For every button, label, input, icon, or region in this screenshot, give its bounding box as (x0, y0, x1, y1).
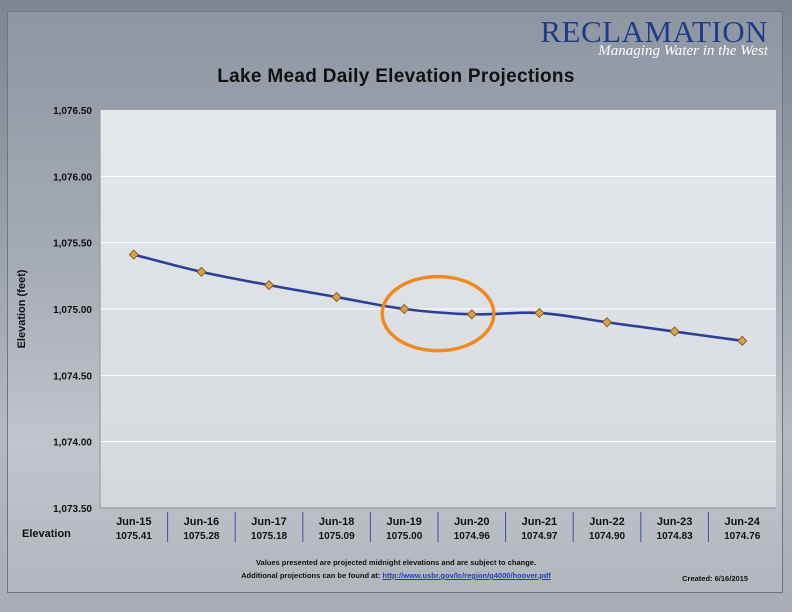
x-tick-label: Jun-15 (116, 516, 151, 528)
x-tick-label: Jun-18 (319, 516, 354, 528)
series-line (133, 253, 743, 343)
data-value-label: 1074.76 (724, 531, 761, 542)
brand-name: RECLAMATION (540, 14, 768, 49)
chart-title: Lake Mead Daily Elevation Projections (217, 66, 575, 87)
created-date: Created: 6/16/2015 (682, 574, 748, 583)
x-tick-label: Jun-16 (184, 516, 219, 528)
data-point-marker (263, 280, 275, 291)
y-tick-label: 1,073.50 (53, 504, 92, 515)
data-value-label: 1075.18 (251, 531, 288, 542)
x-tick-label: Jun-17 (251, 516, 286, 528)
y-tick-label: 1,075.00 (53, 305, 92, 316)
data-point-marker (534, 307, 545, 319)
highlight-ellipse (380, 274, 496, 353)
projections-link[interactable]: http://www.usbr.gov/lc/region/g4000/hoov… (382, 571, 551, 580)
brand-tagline: Managing Water in the West (598, 43, 768, 59)
x-tick-label: Jun-20 (454, 516, 489, 528)
data-point-marker (196, 266, 207, 277)
data-point-marker (601, 317, 613, 328)
x-tick-label: Jun-22 (589, 516, 624, 528)
data-value-label: 1075.41 (116, 531, 153, 542)
x-tick-label: Jun-24 (724, 516, 760, 528)
data-value-label: 1075.28 (183, 531, 220, 542)
footnote-values: Values presented are projected midnight … (255, 558, 537, 567)
reclamation-logo: RECLAMATION Managing Water in the West (540, 16, 768, 59)
elevation-row-label: Elevation (22, 528, 71, 540)
footnote-prefix: Additional projections can be found at: (241, 571, 383, 580)
y-tick-label: 1,076.50 (53, 106, 92, 117)
y-tick-label: 1,074.50 (53, 371, 92, 382)
data-point-marker (669, 326, 680, 337)
data-point-marker (331, 291, 342, 303)
footnote-projections: Additional projections can be found at: … (0, 571, 792, 580)
data-value-label: 1074.96 (454, 531, 491, 542)
data-value-label: 1075.09 (319, 531, 356, 542)
y-tick-label: 1,074.00 (53, 438, 92, 449)
data-value-label: 1074.97 (521, 531, 558, 542)
data-point-marker (737, 335, 748, 346)
x-tick-label: Jun-19 (386, 516, 421, 528)
x-tick-label: Jun-23 (657, 516, 692, 528)
data-point-marker (399, 303, 410, 315)
data-value-label: 1074.83 (657, 531, 694, 542)
data-value-label: 1074.90 (589, 531, 626, 542)
data-point-marker (466, 309, 477, 320)
data-point-marker (128, 249, 139, 260)
x-tick-label: Jun-21 (522, 516, 557, 528)
y-tick-label: 1,076.00 (53, 172, 92, 183)
data-value-label: 1075.00 (386, 531, 423, 542)
y-tick-label: 1,075.50 (53, 239, 92, 250)
